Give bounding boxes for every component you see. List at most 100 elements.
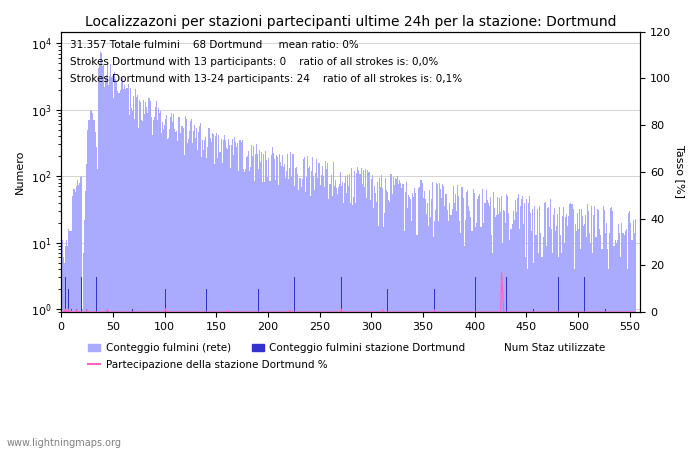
Y-axis label: Numero: Numero <box>15 149 25 194</box>
Bar <box>520 207 521 450</box>
Bar <box>336 188 337 450</box>
Bar <box>101 53 102 450</box>
Text: 31.357 Totale fulmini    68 Dortmund     mean ratio: 0%: 31.357 Totale fulmini 68 Dortmund mean r… <box>70 40 358 50</box>
Bar <box>170 117 172 450</box>
Bar <box>419 187 421 450</box>
Bar <box>575 231 577 450</box>
Bar <box>351 168 352 450</box>
Bar <box>186 119 187 450</box>
Bar <box>477 199 478 450</box>
Bar <box>356 173 358 450</box>
Bar <box>454 194 456 450</box>
Bar <box>235 142 237 450</box>
Bar <box>339 184 340 450</box>
Bar <box>352 205 354 450</box>
Bar <box>283 166 284 450</box>
Bar <box>370 200 371 450</box>
Bar <box>221 139 222 450</box>
Bar <box>588 211 589 450</box>
Bar <box>209 138 211 450</box>
Bar <box>105 77 106 450</box>
Bar <box>619 233 620 450</box>
Bar <box>92 120 94 450</box>
Bar <box>547 207 549 450</box>
Bar <box>584 224 585 450</box>
Bar <box>330 175 332 450</box>
Bar <box>78 185 79 450</box>
Bar <box>114 72 116 450</box>
Bar <box>144 114 146 450</box>
Bar <box>216 133 217 450</box>
Bar <box>261 152 262 450</box>
Bar <box>466 192 467 450</box>
Bar <box>518 194 519 450</box>
Bar <box>405 192 406 450</box>
Bar <box>465 220 466 450</box>
Bar <box>369 172 370 450</box>
Bar <box>106 75 107 450</box>
Bar <box>452 185 454 450</box>
Bar <box>152 135 153 450</box>
Bar <box>506 194 507 450</box>
Bar <box>94 132 96 450</box>
Bar <box>596 237 597 450</box>
Bar <box>107 309 108 450</box>
Bar <box>137 95 138 450</box>
Bar <box>263 154 265 450</box>
Bar <box>621 223 622 450</box>
Bar <box>300 187 302 450</box>
Bar <box>555 231 556 450</box>
Bar <box>294 277 295 450</box>
Bar <box>254 181 255 450</box>
Bar <box>280 162 281 450</box>
Bar <box>467 190 468 450</box>
Bar <box>533 309 534 450</box>
Bar <box>402 184 403 450</box>
Bar <box>456 185 458 450</box>
Bar <box>624 235 625 450</box>
Bar <box>128 85 129 450</box>
Bar <box>302 159 304 450</box>
Bar <box>440 189 441 450</box>
Bar <box>85 191 86 450</box>
Bar <box>560 235 561 450</box>
Bar <box>489 207 490 450</box>
Bar <box>237 143 239 450</box>
Bar <box>202 140 203 450</box>
Bar <box>525 257 526 450</box>
Bar <box>605 233 606 450</box>
Bar <box>536 235 538 450</box>
Bar <box>187 143 188 450</box>
Bar <box>323 176 324 450</box>
Bar <box>516 212 517 450</box>
Bar <box>608 269 609 450</box>
Bar <box>587 204 588 450</box>
Bar <box>139 100 140 450</box>
Bar <box>592 253 593 450</box>
Bar <box>64 277 66 450</box>
Bar <box>534 207 536 450</box>
Bar <box>134 119 135 450</box>
Bar <box>142 121 144 450</box>
Bar <box>360 168 361 450</box>
Bar <box>88 120 90 450</box>
Bar <box>188 140 189 450</box>
Bar <box>207 148 209 450</box>
Bar <box>606 223 607 450</box>
Bar <box>108 85 109 450</box>
Bar <box>490 197 491 450</box>
Bar <box>294 186 295 450</box>
Legend: Partecipazione della stazione Dortmund %: Partecipazione della stazione Dortmund % <box>84 356 331 374</box>
Bar <box>414 188 415 450</box>
Bar <box>316 159 317 450</box>
Bar <box>81 277 83 450</box>
Bar <box>635 219 636 450</box>
Bar <box>155 101 157 450</box>
Bar <box>99 64 100 450</box>
Bar <box>393 185 395 450</box>
Bar <box>522 196 523 450</box>
Bar <box>583 225 584 450</box>
Bar <box>590 243 591 450</box>
Bar <box>417 235 419 450</box>
Bar <box>159 113 160 450</box>
